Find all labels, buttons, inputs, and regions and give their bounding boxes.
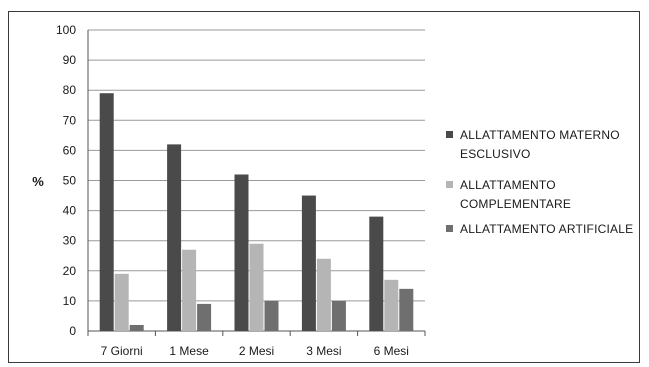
legend-label: COMPLEMENTARE bbox=[460, 197, 571, 211]
y-tick-label: 60 bbox=[63, 143, 77, 157]
y-tick-label: 40 bbox=[63, 204, 77, 218]
y-tick-label: 10 bbox=[63, 294, 77, 308]
bar bbox=[331, 300, 346, 331]
x-tick-label: 6 Mesi bbox=[374, 344, 409, 358]
bar bbox=[167, 144, 182, 331]
bar bbox=[369, 216, 384, 331]
y-tick-label: 100 bbox=[56, 23, 76, 37]
y-tick-label: 30 bbox=[63, 234, 77, 248]
legend-swatch bbox=[446, 181, 453, 188]
bar bbox=[249, 243, 264, 331]
x-tick-label: 1 Mese bbox=[169, 344, 209, 358]
bar bbox=[384, 279, 399, 331]
bar bbox=[182, 249, 197, 331]
legend-label: ALLATTAMENTO bbox=[460, 178, 556, 192]
bar bbox=[114, 273, 129, 331]
legend-swatch bbox=[446, 225, 453, 232]
legend-label: ESCLUSIVO bbox=[460, 147, 531, 161]
y-axis-title: % bbox=[32, 174, 44, 189]
y-tick-label: 20 bbox=[63, 264, 77, 278]
x-tick-label: 3 Mesi bbox=[306, 344, 341, 358]
bar bbox=[234, 174, 249, 331]
bar bbox=[301, 195, 316, 331]
y-tick-label: 70 bbox=[63, 113, 77, 127]
legend-label: ALLATTAMENTO MATERNO bbox=[460, 128, 620, 142]
legend-swatch bbox=[446, 131, 453, 138]
bar bbox=[316, 258, 331, 331]
bar bbox=[129, 324, 144, 331]
bar bbox=[399, 288, 414, 331]
y-tick-label: 50 bbox=[63, 174, 77, 188]
bar bbox=[197, 303, 212, 331]
legend-label: ALLATTAMENTO ARTIFICIALE bbox=[460, 222, 633, 236]
y-tick-label: 80 bbox=[63, 83, 77, 97]
y-tick-label: 0 bbox=[69, 324, 76, 338]
bar bbox=[264, 300, 279, 331]
y-tick-label: 90 bbox=[63, 53, 77, 67]
x-tick-label: 2 Mesi bbox=[239, 344, 274, 358]
bar bbox=[99, 93, 114, 332]
x-tick-label: 7 Giorni bbox=[101, 344, 143, 358]
